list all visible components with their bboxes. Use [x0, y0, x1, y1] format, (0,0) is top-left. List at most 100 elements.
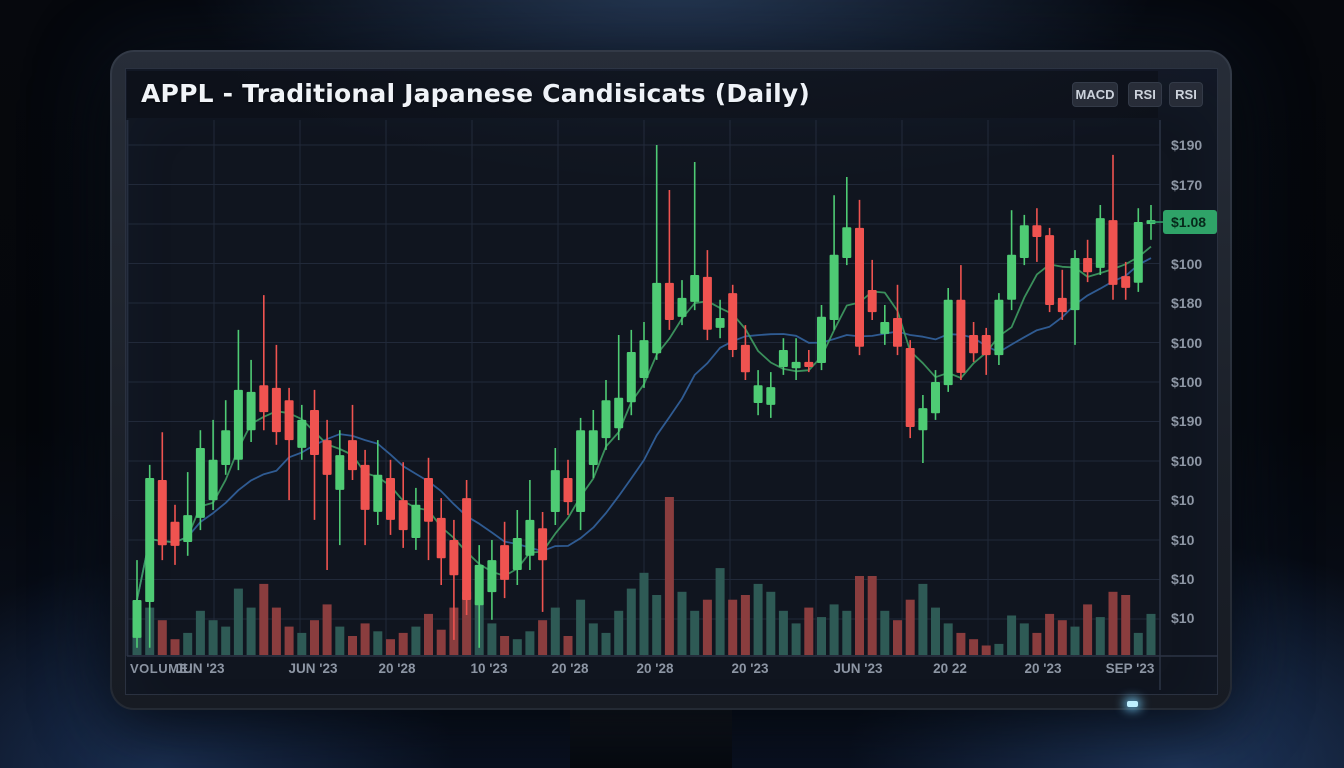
candlestick — [702, 276, 712, 330]
candlestick — [145, 478, 155, 602]
candlestick — [449, 540, 459, 576]
candlestick — [791, 361, 801, 369]
candlestick — [905, 348, 915, 427]
rsi-button[interactable]: RSI — [1128, 82, 1162, 107]
price-tick-label: $180 — [1171, 295, 1202, 311]
volume-bar — [335, 626, 345, 655]
price-tick-label: $10 — [1171, 571, 1195, 587]
volume-bar — [690, 610, 700, 655]
volume-bar — [500, 636, 510, 655]
candlestick — [132, 600, 142, 638]
candlestick — [398, 500, 408, 531]
price-tick-label: $100 — [1171, 335, 1202, 351]
date-tick-label: JUN '23 — [289, 661, 338, 676]
price-tick-label: $100 — [1171, 256, 1202, 272]
candlestick — [893, 318, 902, 347]
candlestick — [778, 350, 788, 367]
power-led — [1127, 701, 1138, 707]
candlestick — [386, 478, 395, 520]
volume-bar — [842, 610, 852, 655]
candlestick — [500, 545, 510, 580]
volume-bar — [1121, 595, 1131, 655]
candlestick — [1083, 258, 1093, 273]
volume-bar — [588, 623, 598, 655]
volume-bar — [1019, 623, 1029, 655]
date-tick-label: 20 '28 — [637, 661, 674, 676]
candlestick — [563, 478, 573, 503]
macd-button[interactable]: MACD — [1072, 82, 1118, 107]
volume-bar — [221, 626, 231, 655]
candlestick — [867, 290, 877, 313]
candlestick — [956, 299, 966, 373]
candlestick — [880, 322, 890, 334]
volume-bar — [639, 572, 649, 655]
volume-bar — [677, 591, 687, 655]
volume-bar — [373, 631, 383, 655]
candlestick — [170, 521, 180, 546]
candlestick — [614, 397, 624, 429]
candlestick — [766, 387, 776, 405]
volume-bar — [969, 639, 979, 655]
price-tick-label: $100 — [1171, 374, 1202, 390]
candlestick — [1019, 225, 1029, 258]
candlestick — [804, 361, 814, 367]
candlestick — [183, 515, 193, 542]
volume-bar — [386, 639, 395, 655]
candlestick — [424, 478, 433, 522]
candlestick — [436, 517, 446, 559]
volume-bar — [1095, 617, 1105, 655]
date-tick-label: 20 '28 — [552, 661, 589, 676]
volume-bar — [1032, 632, 1042, 655]
volume-bar — [855, 576, 864, 655]
volume-bar — [626, 588, 636, 655]
candlestick — [576, 430, 586, 512]
volume-bar — [664, 497, 674, 655]
date-tick-label: 20 '23 — [1025, 661, 1062, 676]
price-tick-label: $170 — [1171, 177, 1202, 193]
volume-bar — [487, 623, 497, 655]
price-tick-label: $100 — [1171, 453, 1202, 469]
volume-bar — [271, 607, 281, 655]
candlestick — [855, 227, 864, 347]
candlestick — [829, 254, 839, 320]
volume-bar — [880, 610, 890, 655]
candlestick — [1095, 218, 1105, 268]
candlestick — [310, 410, 319, 455]
volume-bar — [360, 623, 370, 655]
rsi-button-2[interactable]: RSI — [1169, 82, 1203, 107]
volume-bar — [424, 613, 433, 655]
date-tick-label: JUN '23 — [176, 661, 225, 676]
volume-bar — [183, 632, 193, 655]
price-tick-label: $10 — [1171, 610, 1195, 626]
volume-bar — [601, 632, 611, 655]
candlestick — [690, 275, 700, 302]
candlestick — [1133, 222, 1143, 283]
candlestick — [677, 297, 687, 317]
volume-bar — [1108, 591, 1118, 655]
volume-bar — [1007, 615, 1017, 655]
volume-bar — [1146, 613, 1156, 655]
volume-bar — [766, 591, 776, 655]
volume-bar — [576, 599, 586, 655]
volume-bar — [538, 620, 548, 655]
candlestick — [652, 282, 662, 354]
date-tick-label: 20 '28 — [379, 661, 416, 676]
volume-bar — [981, 645, 991, 655]
candlestick — [284, 400, 294, 441]
volume-bar — [512, 639, 522, 655]
candlestick — [817, 316, 826, 363]
candlestick — [512, 538, 522, 570]
volume-bar — [753, 583, 763, 655]
candlestick — [335, 455, 345, 490]
volume-axis-label: VOLUME: — [130, 661, 194, 676]
candlestick — [639, 340, 649, 378]
candlestick — [664, 282, 674, 320]
candlestick — [525, 519, 535, 556]
candlestick — [360, 464, 370, 510]
candlestick — [969, 335, 979, 354]
last-price-tag-text: $1.08 — [1171, 214, 1206, 230]
candlestick — [918, 408, 928, 431]
candlestick-chart: $190 $170 $100 $180 $100 $100 $190 $100 $10 $10 $1… — [126, 120, 1218, 690]
candlestick — [842, 227, 852, 258]
volume-bar — [791, 623, 801, 655]
